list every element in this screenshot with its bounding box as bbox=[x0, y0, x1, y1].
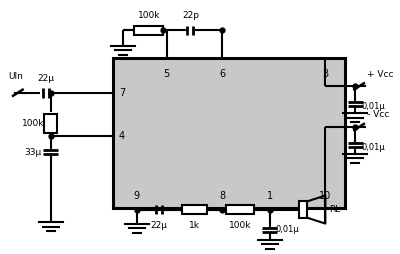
Text: 0,01µ: 0,01µ bbox=[276, 225, 300, 234]
Bar bbox=[226, 205, 254, 214]
Text: 0,01µ: 0,01µ bbox=[361, 102, 385, 111]
Text: 22p: 22p bbox=[182, 11, 199, 20]
Bar bbox=[113, 58, 345, 208]
Text: 1k: 1k bbox=[189, 221, 200, 230]
Text: RL: RL bbox=[329, 205, 340, 214]
Text: 4: 4 bbox=[119, 131, 125, 141]
Text: + Vcc: + Vcc bbox=[367, 70, 394, 79]
Text: UIn: UIn bbox=[8, 72, 23, 81]
Text: 10: 10 bbox=[319, 191, 332, 201]
Text: 8: 8 bbox=[219, 191, 225, 201]
Text: 22µ: 22µ bbox=[37, 74, 54, 83]
Text: 7: 7 bbox=[119, 88, 125, 98]
Text: 6: 6 bbox=[219, 69, 225, 78]
Text: 22µ: 22µ bbox=[150, 221, 167, 230]
Text: 5: 5 bbox=[164, 69, 170, 78]
Text: 0,01µ: 0,01µ bbox=[361, 143, 385, 152]
Text: 33µ: 33µ bbox=[24, 148, 42, 157]
Text: 100k: 100k bbox=[229, 221, 251, 230]
Bar bbox=[134, 26, 163, 35]
Text: 9: 9 bbox=[134, 191, 140, 201]
Text: 100k: 100k bbox=[22, 119, 44, 128]
Bar bbox=[299, 201, 308, 218]
Text: 100k: 100k bbox=[138, 11, 160, 20]
Text: 3: 3 bbox=[322, 69, 328, 78]
Bar bbox=[44, 114, 57, 133]
Bar bbox=[182, 205, 207, 214]
Text: 1: 1 bbox=[267, 191, 273, 201]
Text: - Vcc: - Vcc bbox=[367, 110, 389, 119]
